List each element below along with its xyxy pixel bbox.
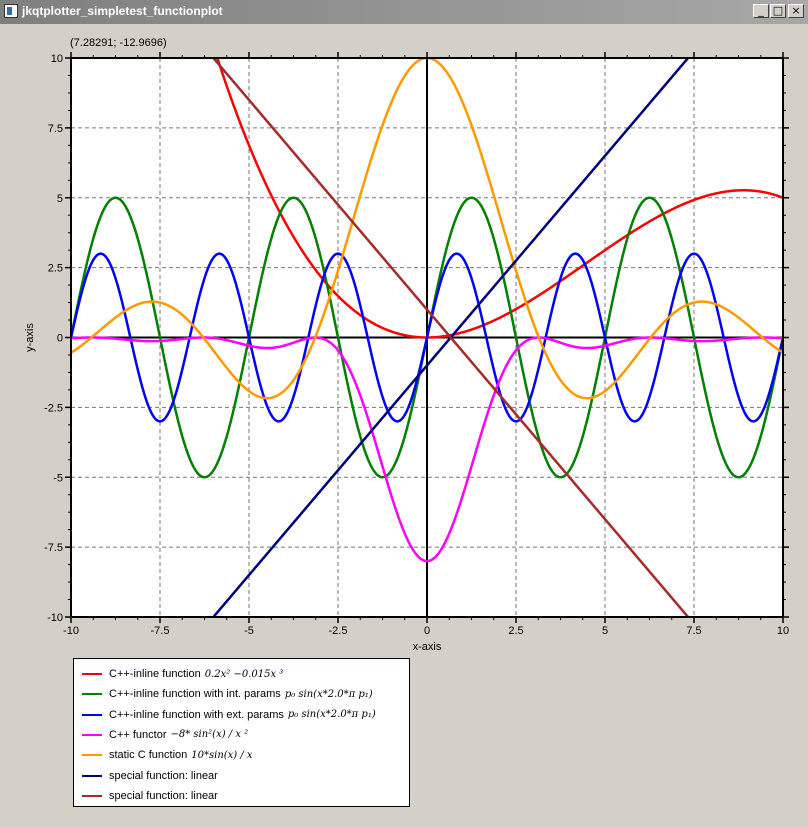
legend-label: special function: linear — [109, 790, 218, 802]
legend-formula: 10*sin(x) / x — [191, 750, 252, 761]
legend-swatch — [82, 754, 102, 756]
x-tick-label: -10 — [63, 625, 79, 637]
y-tick-label: 0 — [57, 333, 63, 345]
x-tick-label: 2.5 — [508, 625, 523, 637]
legend-swatch — [82, 673, 102, 675]
legend-label: C++ functor — [109, 729, 166, 741]
x-tick-label: -7.5 — [151, 625, 170, 637]
legend-swatch — [82, 693, 102, 695]
legend-label: static C function — [109, 749, 187, 761]
legend-formula: 0.2x² −0.015x ³ — [205, 669, 284, 680]
legend-item: C++-inline function 0.2x² −0.015x ³ — [82, 665, 283, 683]
legend-item: special function: linear — [82, 767, 218, 785]
legend: C++-inline function 0.2x² −0.015x ³ C++-in… — [73, 658, 410, 807]
y-tick-label: -7.5 — [44, 542, 63, 554]
x-tick-label: 5 — [602, 625, 608, 637]
y-tick-label: -2.5 — [44, 402, 63, 414]
x-tick-label: 0 — [424, 625, 430, 637]
legend-formula: p₀ sin(x*2.0*π p₁) — [285, 689, 373, 700]
legend-label: C++-inline function — [109, 668, 201, 680]
x-axis-label: x-axis — [413, 641, 442, 653]
x-tick-label: -2.5 — [329, 625, 348, 637]
y-tick-label: 5 — [57, 193, 63, 205]
x-tick-label: 7.5 — [686, 625, 701, 637]
x-tick-label: 10 — [777, 625, 789, 637]
x-tick-label: -5 — [244, 625, 254, 637]
legend-label: C++-inline function with int. params — [109, 688, 281, 700]
legend-swatch — [82, 734, 102, 736]
legend-item: special function: linear — [82, 787, 218, 805]
legend-swatch — [82, 795, 102, 797]
legend-label: special function: linear — [109, 770, 218, 782]
legend-swatch — [82, 714, 102, 716]
legend-label: C++-inline function with ext. params — [109, 709, 284, 721]
y-tick-label: 10 — [51, 53, 63, 65]
legend-item: C++ functor −8* sin²(x) / x ² — [82, 726, 248, 744]
legend-swatch — [82, 775, 102, 777]
y-tick-label: -5 — [53, 472, 63, 484]
y-tick-label: -10 — [47, 612, 63, 624]
legend-item: static C function 10*sin(x) / x — [82, 746, 253, 764]
y-axis-label: y-axis — [24, 323, 36, 352]
legend-item: C++-inline function with int. params p₀ s… — [82, 685, 373, 703]
legend-formula: p₀ sin(x*2.0*π p₁) — [288, 709, 376, 720]
legend-formula: −8* sin²(x) / x ² — [170, 729, 248, 740]
legend-item: C++-inline function with ext. params p₀ s… — [82, 706, 376, 724]
y-tick-label: 2.5 — [48, 263, 63, 275]
y-tick-label: 7.5 — [48, 123, 63, 135]
